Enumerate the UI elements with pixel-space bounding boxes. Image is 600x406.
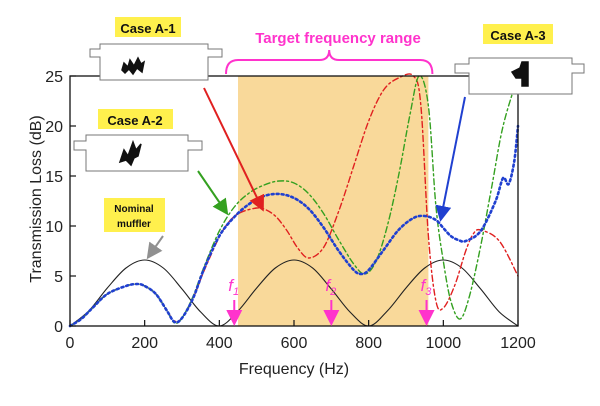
case-a2-scatterer-shape (118, 139, 142, 167)
target-range-bracket (225, 49, 434, 75)
x-tick-label: 200 (131, 335, 158, 352)
case-a2-label-bg (98, 109, 173, 129)
frequency-marker-subscript: 3 (425, 286, 432, 298)
series-layer (68, 73, 520, 328)
case-a3-arrow (435, 96, 466, 222)
case-a3-label: Case A-3 (490, 28, 545, 43)
y-tick-label: 25 (45, 69, 63, 86)
x-tick-label: 1200 (500, 335, 536, 352)
frequency-marker-label: f1 (228, 276, 239, 298)
x-axis-ticks: 0 200 400 600 800 1000 1200 (66, 320, 536, 352)
frequency-marker-subscript: 1 (233, 286, 239, 298)
series-line-A-3 (68, 124, 520, 328)
case-a1-scatterer-shape (121, 56, 146, 76)
case-a2-inset: Case A-2 (73, 109, 203, 172)
frequency-markers: f1 f2 f3 (226, 276, 435, 326)
nominal-label-bg (104, 198, 165, 232)
y-tick-label: 20 (45, 119, 63, 136)
y-tick-label: 10 (45, 219, 63, 236)
frequency-marker-label: f3 (421, 276, 433, 298)
frequency-marker-subscript: 2 (329, 286, 336, 298)
y-tick-label: 0 (54, 319, 63, 336)
case-a1-inset: Case A-1 (89, 17, 223, 81)
nominal-label-line1: Nominal (114, 204, 154, 215)
case-a2-arrow (197, 170, 229, 216)
series-line-A-2 (69, 75, 519, 327)
y-axis-ticks: 0 5 10 15 20 25 (45, 69, 76, 336)
x-tick-label: 600 (281, 335, 308, 352)
nominal-muffler-label: Nominal muffler (104, 198, 165, 232)
x-axis-label: Frequency (Hz) (239, 361, 349, 378)
x-tick-label: 400 (206, 335, 233, 352)
nominal-arrow (146, 235, 164, 260)
case-a3-scatterer-shape (510, 61, 529, 87)
x-tick-label: 1000 (426, 335, 462, 352)
x-tick-label: 0 (66, 335, 75, 352)
case-a1-label: Case A-1 (120, 21, 175, 36)
case-a1-label-bg (115, 17, 181, 37)
frequency-marker-label: f2 (325, 276, 336, 298)
case-a2-label: Case A-2 (107, 113, 162, 128)
x-tick-label: 800 (355, 335, 382, 352)
y-tick-label: 15 (45, 169, 63, 186)
case-a1-arrow (203, 87, 264, 212)
y-axis-label: Transmission Loss (dB) (28, 115, 45, 282)
case-a1-muffler-outline (89, 43, 223, 81)
target-frequency-band (238, 76, 429, 326)
y-tick-label: 5 (54, 269, 63, 286)
target-range-label: Target frequency range (255, 30, 421, 47)
nominal-label-line2: muffler (117, 219, 151, 230)
case-a3-inset: Case A-3 (454, 24, 585, 95)
case-a3-label-bg (483, 24, 553, 44)
